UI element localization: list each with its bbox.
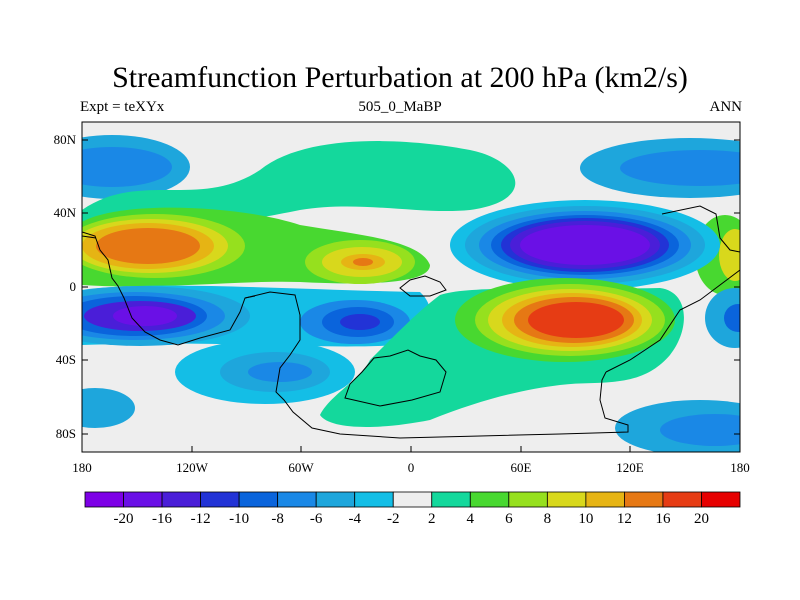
colorbar-swatch: [315, 491, 356, 508]
contour-region: [82, 147, 172, 187]
colorbar-swatch: [200, 491, 240, 508]
experiment-label: Expt = teXYx: [80, 99, 165, 115]
north-pacific-coastline: [661, 205, 740, 253]
lat-label-eq: 0: [69, 279, 77, 294]
colorbar-swatch: [662, 491, 702, 508]
mediterranean-coastline: [399, 275, 447, 297]
colorbar-label: 10: [578, 511, 594, 527]
lon-label-180e: 180: [730, 460, 750, 475]
colorbar-swatch: [123, 491, 163, 508]
africa-coastline: [344, 349, 447, 407]
contour-region: [353, 258, 373, 266]
colorbar-label: -8: [271, 511, 284, 527]
colorbar-label: 16: [655, 511, 671, 527]
edge-coastline: [82, 235, 97, 239]
colorbar-label: -4: [348, 511, 361, 527]
americas-coastline: [82, 231, 256, 346]
case-label: 505_0_MaBP: [358, 99, 442, 115]
southern-coastline: [244, 291, 629, 439]
colorbar-label: 20: [693, 511, 709, 527]
lon-label-120w: 120W: [176, 460, 208, 475]
colorbar: [84, 491, 741, 508]
contour-region: [520, 225, 650, 265]
colorbar-label: -20: [113, 511, 134, 527]
colorbar-swatch: [508, 491, 548, 508]
coastline-layer: [82, 205, 740, 439]
lon-label-60e: 60E: [510, 460, 532, 475]
colorbar-label: 6: [505, 511, 513, 527]
colorbar-swatch: [585, 491, 625, 508]
season-label: ANN: [709, 99, 743, 115]
contour-fill-layer: [82, 135, 740, 452]
contour-region: [82, 141, 516, 230]
colorbar-label: 2: [428, 511, 436, 527]
lon-label-180w: 180: [72, 460, 92, 475]
colorbar-label: -10: [229, 511, 250, 527]
contour-region: [660, 414, 740, 446]
colorbar-swatch: [161, 491, 201, 508]
lat-ticks: [82, 139, 740, 435]
colorbar-label: -2: [386, 511, 400, 527]
contour-region: [705, 288, 740, 348]
colorbar-label: 4: [466, 511, 475, 527]
contour-region: [528, 302, 624, 338]
colorbar-swatch: [354, 491, 394, 508]
lat-label-80n: 80N: [53, 132, 76, 147]
colorbar-swatch: [546, 491, 587, 508]
lon-label-120e: 120E: [616, 460, 644, 475]
lat-label-40n: 40N: [53, 205, 76, 220]
contour-region: [113, 306, 177, 326]
colorbar-label: -12: [190, 511, 211, 527]
colorbar-label: 8: [543, 511, 552, 527]
colorbar-swatch: [469, 491, 510, 508]
lat-label-80s: 80S: [55, 426, 76, 441]
lon-ticks: [81, 446, 741, 452]
colorbar-swatch: [701, 491, 741, 508]
asia-coastline: [605, 269, 740, 373]
colorbar-swatch: [277, 491, 317, 508]
map-title: Streamfunction Perturbation at 200 hPa (…: [112, 61, 688, 94]
contour-region: [82, 388, 135, 428]
colorbar-swatch: [392, 491, 433, 508]
colorbar-label: -16: [152, 511, 173, 527]
lon-label-0: 0: [407, 460, 415, 475]
contour-region: [719, 229, 740, 281]
colorbar-swatch: [238, 491, 279, 508]
contour-region: [96, 228, 200, 264]
colorbar-swatch: [84, 491, 124, 508]
contour-region: [340, 314, 380, 330]
contour-region: [724, 304, 740, 332]
colorbar-swatch: [431, 491, 471, 508]
colorbar-label: 12: [616, 511, 632, 527]
colorbar-label: -6: [309, 511, 323, 527]
contour-region: [620, 150, 740, 186]
contour-region: [248, 362, 312, 382]
colorbar-swatch: [624, 491, 664, 508]
lat-label-40s: 40S: [55, 352, 76, 367]
lon-label-60w: 60W: [288, 460, 314, 475]
